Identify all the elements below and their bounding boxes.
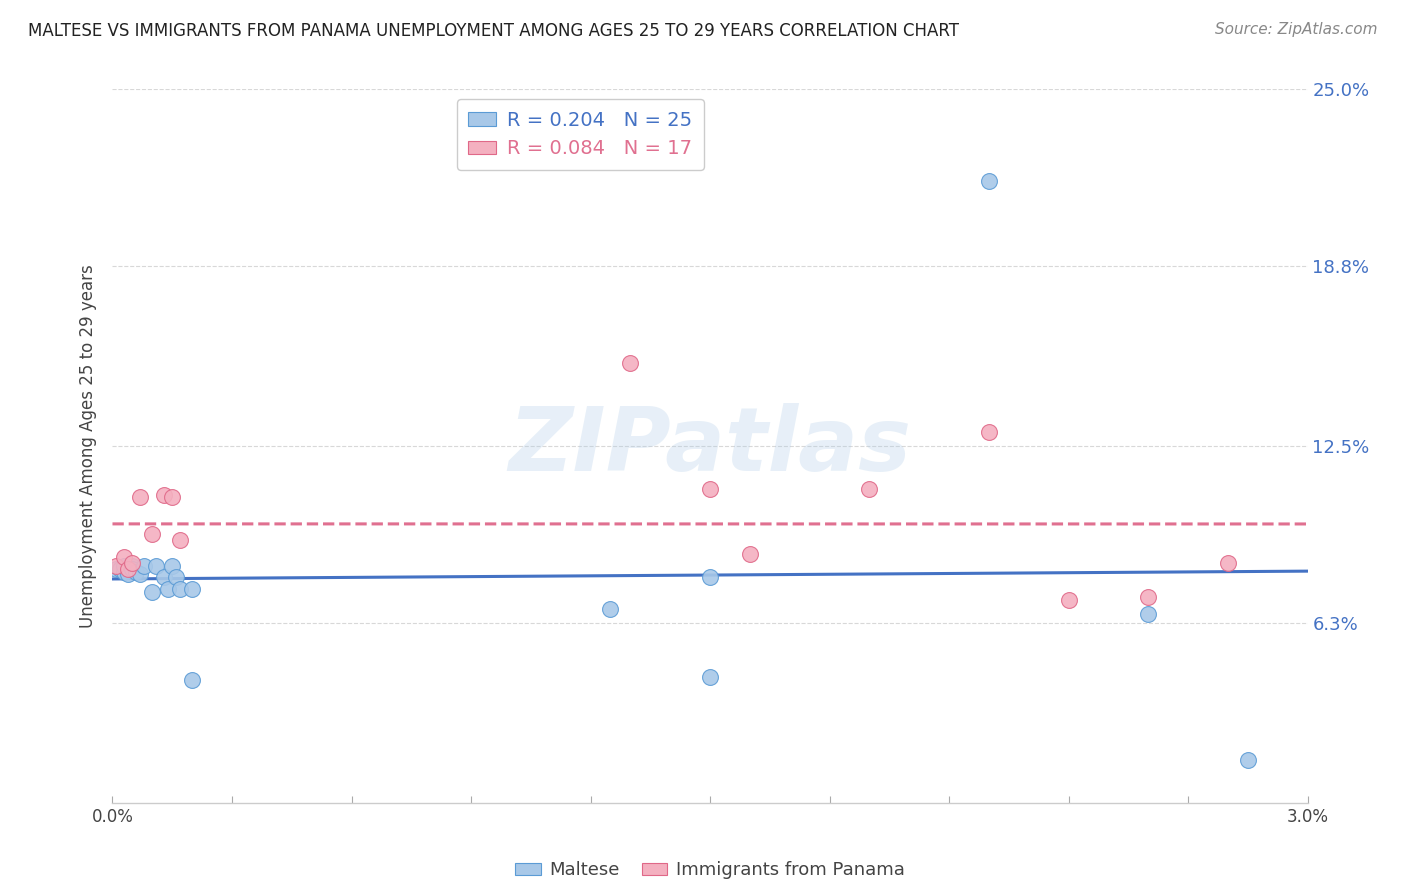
Point — [141, 584, 163, 599]
Point — [619, 356, 641, 370]
Point — [162, 558, 183, 573]
Point — [169, 533, 191, 548]
Point — [114, 565, 135, 579]
Point — [110, 562, 132, 576]
Point — [599, 601, 621, 615]
Text: Source: ZipAtlas.com: Source: ZipAtlas.com — [1215, 22, 1378, 37]
Point — [1216, 556, 1239, 570]
Point — [169, 582, 191, 596]
Point — [858, 482, 880, 496]
Point — [114, 550, 135, 565]
Point — [105, 562, 128, 576]
Point — [134, 558, 156, 573]
Point — [153, 570, 176, 584]
Text: ZIPatlas: ZIPatlas — [509, 402, 911, 490]
Point — [125, 565, 148, 579]
Point — [699, 570, 721, 584]
Point — [121, 558, 143, 573]
Point — [1057, 593, 1080, 607]
Point — [129, 567, 152, 582]
Point — [153, 487, 176, 501]
Point — [1137, 591, 1160, 605]
Point — [699, 670, 721, 684]
Point — [129, 491, 152, 505]
Point — [157, 582, 180, 596]
Point — [181, 673, 204, 687]
Point — [977, 173, 1000, 187]
Point — [165, 570, 187, 584]
Point — [141, 527, 163, 541]
Point — [699, 482, 721, 496]
Legend: Maltese, Immigrants from Panama: Maltese, Immigrants from Panama — [508, 855, 912, 887]
Point — [181, 582, 204, 596]
Text: MALTESE VS IMMIGRANTS FROM PANAMA UNEMPLOYMENT AMONG AGES 25 TO 29 YEARS CORRELA: MALTESE VS IMMIGRANTS FROM PANAMA UNEMPL… — [28, 22, 959, 40]
Y-axis label: Unemployment Among Ages 25 to 29 years: Unemployment Among Ages 25 to 29 years — [79, 264, 97, 628]
Point — [117, 562, 139, 576]
Point — [117, 567, 139, 582]
Point — [162, 491, 183, 505]
Point — [1237, 753, 1260, 767]
Point — [114, 558, 135, 573]
Point — [121, 556, 143, 570]
Point — [121, 562, 143, 576]
Point — [1137, 607, 1160, 622]
Point — [145, 558, 167, 573]
Point — [738, 548, 761, 562]
Point — [977, 425, 1000, 439]
Point — [105, 558, 128, 573]
